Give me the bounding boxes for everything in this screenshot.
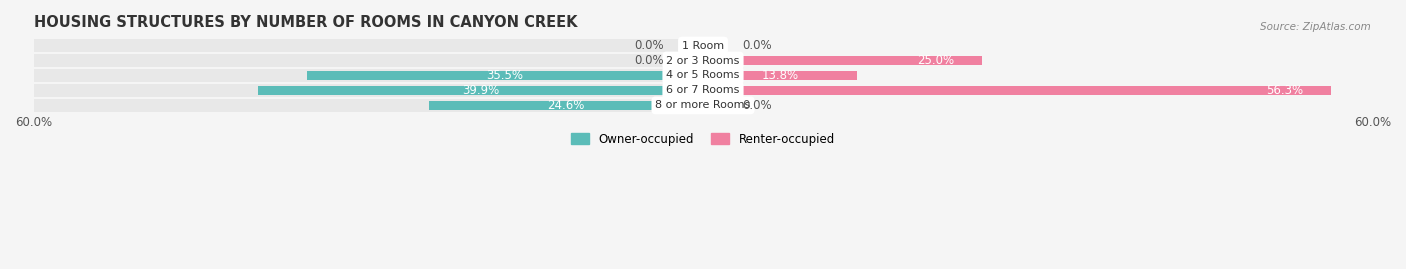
- Bar: [307, 71, 703, 80]
- Bar: [34, 98, 703, 112]
- Bar: [703, 56, 981, 65]
- Legend: Owner-occupied, Renter-occupied: Owner-occupied, Renter-occupied: [567, 128, 839, 150]
- Text: 56.3%: 56.3%: [1267, 84, 1303, 97]
- Bar: [34, 39, 703, 52]
- Text: 2 or 3 Rooms: 2 or 3 Rooms: [666, 55, 740, 66]
- Text: 25.0%: 25.0%: [917, 54, 955, 67]
- Text: 6 or 7 Rooms: 6 or 7 Rooms: [666, 86, 740, 95]
- Bar: [34, 69, 703, 82]
- Text: 24.6%: 24.6%: [547, 99, 585, 112]
- Text: 8 or more Rooms: 8 or more Rooms: [655, 100, 751, 110]
- Bar: [257, 86, 703, 95]
- Bar: [34, 84, 703, 97]
- Bar: [703, 71, 858, 80]
- Text: Source: ZipAtlas.com: Source: ZipAtlas.com: [1260, 22, 1371, 31]
- Text: 13.8%: 13.8%: [762, 69, 799, 82]
- Text: 0.0%: 0.0%: [634, 54, 664, 67]
- Bar: [34, 54, 703, 68]
- Text: 1 Room: 1 Room: [682, 41, 724, 51]
- Text: 0.0%: 0.0%: [742, 39, 772, 52]
- Text: 4 or 5 Rooms: 4 or 5 Rooms: [666, 70, 740, 80]
- Text: HOUSING STRUCTURES BY NUMBER OF ROOMS IN CANYON CREEK: HOUSING STRUCTURES BY NUMBER OF ROOMS IN…: [34, 15, 576, 30]
- Bar: [429, 101, 703, 110]
- Text: 39.9%: 39.9%: [461, 84, 499, 97]
- Text: 0.0%: 0.0%: [634, 39, 664, 52]
- Text: 35.5%: 35.5%: [486, 69, 523, 82]
- Text: 0.0%: 0.0%: [742, 99, 772, 112]
- Bar: [703, 86, 1331, 95]
